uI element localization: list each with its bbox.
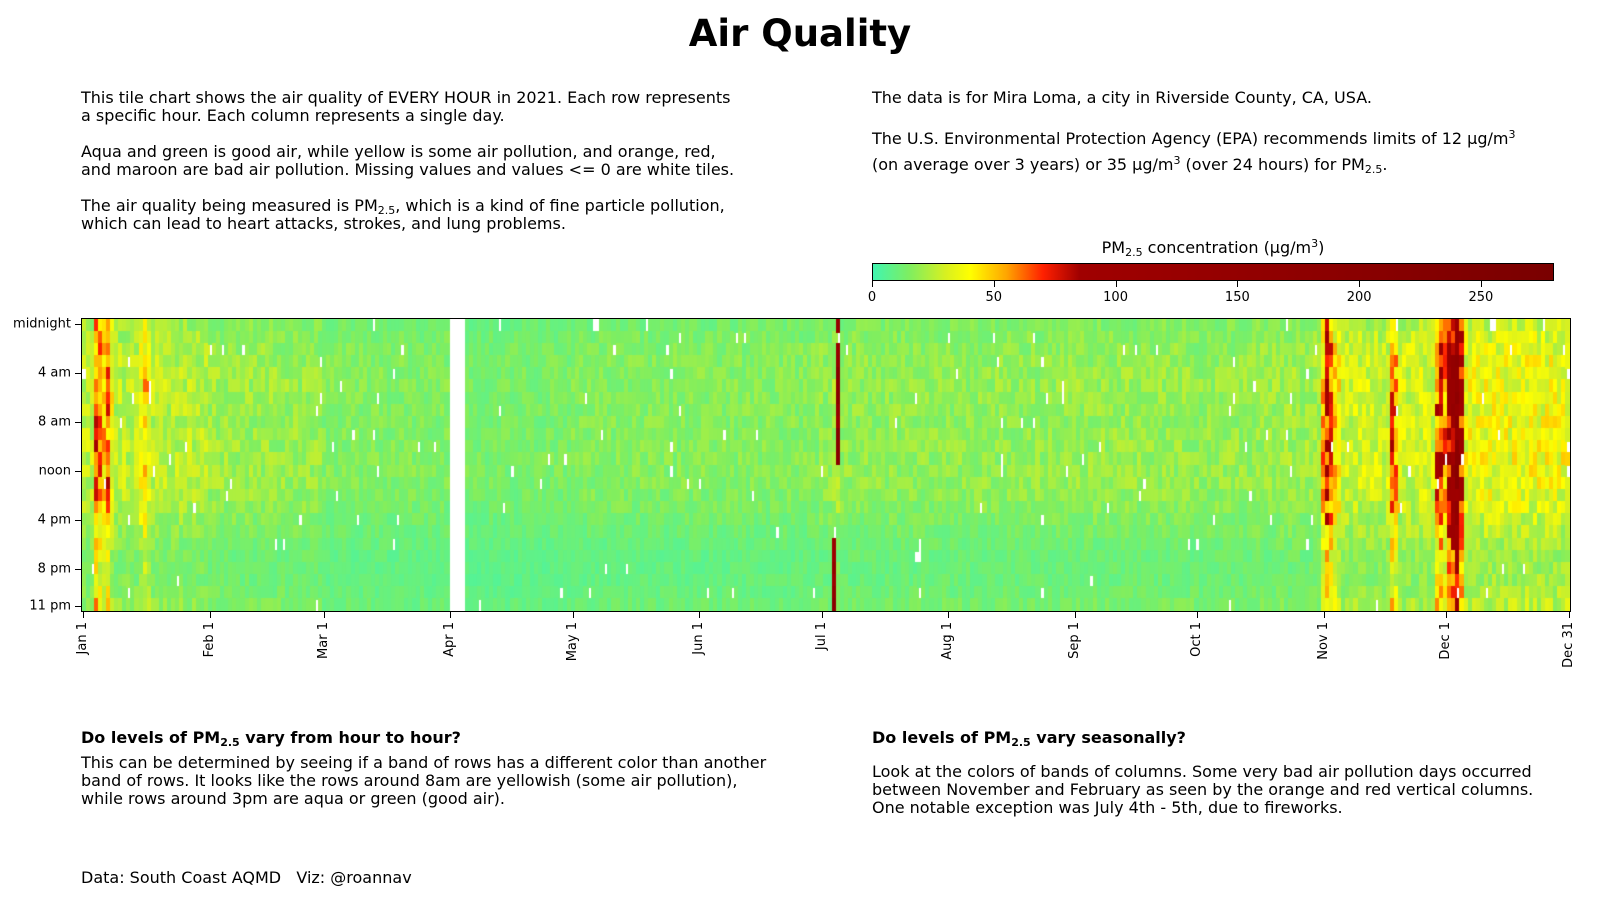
hour-tick-2 xyxy=(75,422,81,424)
q2-heading: Do levels of PM2.5 vary seasonally? xyxy=(872,728,1186,749)
date-tick-label-3: Apr 1 xyxy=(442,622,458,657)
colorbar-tick-1 xyxy=(993,281,995,287)
colorbar-tick-label-0: 0 xyxy=(867,290,877,305)
date-tick-label-8: Sep 1 xyxy=(1067,622,1082,659)
intro-p1-line2: a specific hour. Each column represents … xyxy=(81,106,505,125)
hour-tick-4 xyxy=(75,520,81,522)
date-tick-label-9: Oct 1 xyxy=(1189,622,1205,657)
date-tick-label-10: Nov 1 xyxy=(1316,622,1332,660)
hour-tick-5 xyxy=(75,569,81,571)
intro-p3-line1: The air quality being measured is PM2.5,… xyxy=(81,196,725,217)
colorbar-tick-2 xyxy=(1115,281,1117,287)
q2-body: Look at the colors of bands of columns. … xyxy=(872,763,1533,817)
q2-line3: One notable exception was July 4th - 5th… xyxy=(872,798,1343,817)
date-tick-5 xyxy=(699,612,701,618)
hour-tick-3 xyxy=(75,471,81,473)
intro-p3-line2: which can lead to heart attacks, strokes… xyxy=(81,214,566,233)
q1-line2: band of rows. It looks like the rows aro… xyxy=(81,771,738,790)
hour-tick-label-2: 8 am xyxy=(37,414,71,430)
hour-tick-label-4: 4 pm xyxy=(37,512,71,528)
date-tick-label-1: Feb 1 xyxy=(201,622,217,658)
date-tick-label-7: Aug 1 xyxy=(940,622,956,660)
date-tick-label-4: May 1 xyxy=(564,622,580,662)
date-tick-label-6: Jul 1 xyxy=(813,622,829,651)
colorbar-tick-3 xyxy=(1237,281,1239,287)
colorbar-tick-4 xyxy=(1359,281,1361,287)
date-tick-10 xyxy=(1324,612,1326,618)
date-tick-label-11: Dec 1 xyxy=(1438,622,1454,660)
epa-line1: The U.S. Environmental Protection Agency… xyxy=(872,128,1516,148)
hour-tick-label-3: noon xyxy=(38,463,71,479)
q1-body: This can be determined by seeing if a ba… xyxy=(81,754,766,808)
colorbar-title: PM2.5 concentration (μg/m3) xyxy=(1101,237,1325,259)
hour-tick-label-6: 11 pm xyxy=(29,598,71,614)
date-tick-label-2: Mar 1 xyxy=(315,622,331,659)
intro-paragraph-3: The air quality being measured is PM2.5,… xyxy=(81,197,725,233)
date-tick-7 xyxy=(948,612,950,618)
date-tick-label-5: Jun 1 xyxy=(691,622,707,655)
epa-line2: (on average over 3 years) or 35 μg/m3 (o… xyxy=(872,154,1388,176)
date-tick-label-0: Jan 1 xyxy=(75,622,91,655)
date-tick-3 xyxy=(450,612,452,618)
colorbar-tick-5 xyxy=(1480,281,1482,287)
q1-line3: while rows around 3pm are aqua or green … xyxy=(81,789,505,808)
hour-tick-label-0: midnight xyxy=(13,316,71,332)
chart-title: Air Quality xyxy=(688,12,912,55)
intro-paragraph-2: Aqua and green is good air, while yellow… xyxy=(81,143,734,179)
colorbar xyxy=(872,263,1554,281)
q2-line2: between November and February as seen by… xyxy=(872,780,1534,799)
date-tick-9 xyxy=(1197,612,1199,618)
location-text: The data is for Mira Loma, a city in Riv… xyxy=(872,88,1372,107)
heatmap-tiles xyxy=(81,318,1571,612)
date-tick-4 xyxy=(572,612,574,618)
date-tick-6 xyxy=(821,612,823,618)
colorbar-tick-label-5: 250 xyxy=(1468,290,1494,305)
colorbar-tick-0 xyxy=(872,281,873,287)
epa-text: The U.S. Environmental Protection Agency… xyxy=(872,126,1515,178)
data-credit: Data: South Coast AQMD Viz: @roannav xyxy=(81,868,412,887)
intro-p1-line1: This tile chart shows the air quality of… xyxy=(81,88,731,107)
date-tick-8 xyxy=(1075,612,1076,618)
date-tick-2 xyxy=(323,612,325,618)
hour-tick-1 xyxy=(75,373,81,375)
date-tick-0 xyxy=(83,612,85,618)
hour-tick-0 xyxy=(75,324,81,326)
colorbar-tick-label-3: 150 xyxy=(1224,290,1250,305)
date-tick-1 xyxy=(209,612,211,618)
colorbar-tick-label-2: 100 xyxy=(1103,290,1128,305)
date-tick-11 xyxy=(1446,612,1448,618)
intro-p2-line2: and maroon are bad air pollution. Missin… xyxy=(81,160,735,179)
colorbar-tick-label-1: 50 xyxy=(985,290,1003,305)
intro-paragraph-1: This tile chart shows the air quality of… xyxy=(81,89,730,125)
date-tick-12 xyxy=(1568,612,1570,618)
q1-line1: This can be determined by seeing if a ba… xyxy=(81,753,767,772)
q2-line1: Look at the colors of bands of columns. … xyxy=(872,762,1532,781)
hour-tick-label-1: 4 am xyxy=(37,365,71,381)
colorbar-tick-label-4: 200 xyxy=(1346,290,1372,305)
intro-p2-line1: Aqua and green is good air, while yellow… xyxy=(81,142,716,161)
date-tick-label-12: Dec 31 xyxy=(1560,622,1576,668)
q1-heading: Do levels of PM2.5 vary from hour to hou… xyxy=(81,728,461,749)
hour-tick-label-5: 8 pm xyxy=(37,561,71,577)
hour-tick-6 xyxy=(75,605,81,607)
